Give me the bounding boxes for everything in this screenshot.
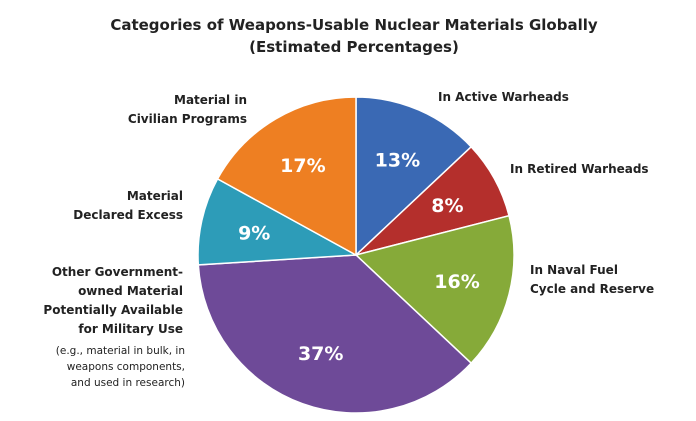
percent-labels: 13% 8% 16% 37% 9% 17% xyxy=(238,149,480,365)
slice-label-other-government: Potentially Available xyxy=(43,303,183,317)
percent-label-retired-warheads: 8% xyxy=(431,195,463,217)
slice-label-retired-warheads: In Retired Warheads xyxy=(510,162,649,176)
slice-label-naval-fuel: Cycle and Reserve xyxy=(530,282,654,296)
slice-label-naval-fuel: In Naval Fuel xyxy=(530,263,618,277)
slice-labels: In Active Warheads In Retired Warheads In … xyxy=(43,90,654,389)
slice-label-other-government: for Military Use xyxy=(78,322,183,336)
chart-title: Categories of Weapons-Usable Nuclear Mat… xyxy=(110,16,598,34)
pie-slice-other-government xyxy=(197,254,473,414)
slice-label-declared-excess: Declared Excess xyxy=(73,208,183,222)
slice-label-civilian-programs: Civilian Programs xyxy=(128,112,247,126)
slice-note-other-government: and used in research) xyxy=(71,377,185,389)
slice-label-civilian-programs: Material in xyxy=(174,93,247,107)
slice-label-declared-excess: Material xyxy=(127,189,183,203)
percent-label-declared-excess: 9% xyxy=(238,222,270,244)
percent-label-civilian-programs: 17% xyxy=(280,155,325,177)
slice-note-other-government: weapons components, xyxy=(67,361,185,373)
slice-note-other-government: (e.g., material in bulk, in xyxy=(56,345,185,357)
percent-label-active-warheads: 13% xyxy=(375,149,420,171)
percent-label-other-government: 37% xyxy=(298,343,343,365)
slice-label-active-warheads: In Active Warheads xyxy=(438,90,569,104)
pie-slice-civilian-programs xyxy=(216,96,357,257)
chart-subtitle: (Estimated Percentages) xyxy=(249,38,459,56)
slice-label-other-government: owned Material xyxy=(78,284,183,298)
pie-slice-declared-excess xyxy=(197,177,359,266)
percent-label-naval-fuel: 16% xyxy=(434,271,479,293)
pie-slices xyxy=(197,96,515,414)
pie-slice-active-warheads xyxy=(355,96,473,257)
slice-label-other-government: Other Government- xyxy=(52,265,183,279)
pie-slice-naval-fuel xyxy=(354,214,515,365)
